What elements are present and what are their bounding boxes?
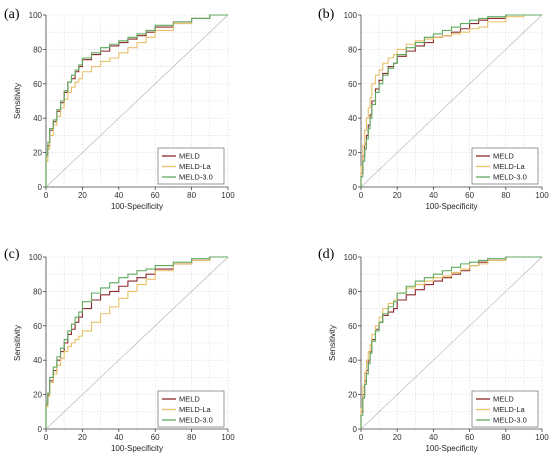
y-tick-label: 100 xyxy=(344,253,358,262)
x-axis-title: 100-Specificity xyxy=(425,202,477,211)
x-tick-label: 20 xyxy=(78,191,87,200)
y-axis-title: Sensitivity xyxy=(13,325,22,361)
y-tick-label: 0 xyxy=(38,425,43,434)
y-tick-label: 20 xyxy=(348,391,357,400)
y-tick-label: 0 xyxy=(38,183,43,192)
y-tick-label: 80 xyxy=(33,45,42,54)
x-tick-label: 20 xyxy=(393,191,402,200)
roc-panel-2: (b) 0 20 40 60 80 100 0 20 40 60 80 100 100-Specifici… xyxy=(318,7,549,211)
x-tick-label: 60 xyxy=(465,191,474,200)
legend-entry: MELD-La xyxy=(179,162,212,171)
legend-entry: MELD-3.0 xyxy=(179,416,213,425)
x-tick-label: 80 xyxy=(501,191,510,200)
y-tick-label: 20 xyxy=(348,149,357,158)
roc-curve-meld-3-0 xyxy=(360,256,542,429)
y-tick-label: 0 xyxy=(353,183,358,192)
panel-label: (c) xyxy=(4,247,20,262)
x-tick-label: 100 xyxy=(535,191,549,200)
roc-curve-meld-la xyxy=(45,14,228,187)
legend-entry: MELD xyxy=(179,152,200,161)
y-tick-label: 100 xyxy=(29,253,43,262)
roc-curve-meld-la xyxy=(45,256,228,429)
roc-curve-meld-3-0 xyxy=(360,14,542,187)
y-axis-title: Sensitivity xyxy=(13,83,22,119)
x-tick-label: 40 xyxy=(429,433,438,442)
legend-entry: MELD xyxy=(179,395,200,404)
x-tick-label: 80 xyxy=(187,191,196,200)
x-tick-label: 60 xyxy=(151,433,160,442)
y-tick-label: 100 xyxy=(344,11,358,20)
y-tick-label: 40 xyxy=(348,356,357,365)
roc-curve-meld-3-0 xyxy=(45,256,228,429)
x-tick-label: 40 xyxy=(114,433,123,442)
x-axis-title: 100-Specificity xyxy=(111,202,163,211)
y-tick-label: 40 xyxy=(33,114,42,123)
x-tick-label: 100 xyxy=(535,433,549,442)
panel-label: (d) xyxy=(318,247,335,262)
x-tick-label: 0 xyxy=(44,191,49,200)
y-tick-label: 60 xyxy=(348,80,357,89)
x-tick-label: 100 xyxy=(221,191,235,200)
reference-diagonal xyxy=(45,14,229,188)
legend-entry: MELD-3.0 xyxy=(179,173,213,182)
x-tick-label: 20 xyxy=(393,433,402,442)
legend-entry: MELD-La xyxy=(179,405,212,414)
legend-entry: MELD-La xyxy=(493,405,526,414)
x-tick-label: 40 xyxy=(114,191,123,200)
reference-diagonal xyxy=(360,14,543,188)
x-tick-label: 60 xyxy=(465,433,474,442)
legend-entry: MELD xyxy=(493,395,514,404)
y-tick-label: 60 xyxy=(33,322,42,331)
y-axis-title: Sensitivity xyxy=(328,325,337,361)
x-tick-label: 60 xyxy=(151,191,160,200)
roc-curve-meld-la xyxy=(360,14,542,187)
roc-panel-3: (c) 0 20 40 60 80 100 0 20 40 60 80 100 100-Specifici… xyxy=(4,247,235,453)
y-tick-label: 80 xyxy=(348,287,357,296)
y-tick-label: 40 xyxy=(348,114,357,123)
x-tick-label: 0 xyxy=(359,433,364,442)
x-tick-label: 40 xyxy=(429,191,438,200)
reference-diagonal xyxy=(360,256,543,430)
y-tick-label: 80 xyxy=(33,287,42,296)
legend-entry: MELD xyxy=(493,152,514,161)
y-tick-label: 100 xyxy=(29,11,43,20)
x-tick-label: 0 xyxy=(44,433,49,442)
x-axis-title: 100-Specificity xyxy=(425,444,477,453)
x-tick-label: 80 xyxy=(501,433,510,442)
legend-entry: MELD-3.0 xyxy=(493,173,527,182)
y-tick-label: 60 xyxy=(348,322,357,331)
x-tick-label: 20 xyxy=(78,433,87,442)
x-tick-label: 80 xyxy=(187,433,196,442)
reference-diagonal xyxy=(45,256,229,430)
x-tick-label: 0 xyxy=(359,191,364,200)
y-tick-label: 80 xyxy=(348,45,357,54)
legend-entry: MELD-3.0 xyxy=(493,416,527,425)
y-tick-label: 60 xyxy=(33,80,42,89)
y-tick-label: 20 xyxy=(33,391,42,400)
x-axis-title: 100-Specificity xyxy=(111,444,163,453)
panel-label: (b) xyxy=(318,7,335,22)
roc-panel-4: (d) 0 20 40 60 80 100 0 20 40 60 80 100 100-Specifici… xyxy=(318,247,549,453)
x-tick-label: 100 xyxy=(221,433,235,442)
legend-entry: MELD-La xyxy=(493,162,526,171)
y-tick-label: 20 xyxy=(33,149,42,158)
roc-panel-1: (a) 0 20 40 60 80 100 0 20 40 60 80 100 100-Specifici… xyxy=(4,7,235,211)
panel-label: (a) xyxy=(4,7,20,22)
roc-curve-meld-3-0 xyxy=(45,14,228,187)
y-tick-label: 40 xyxy=(33,356,42,365)
y-tick-label: 0 xyxy=(353,425,358,434)
